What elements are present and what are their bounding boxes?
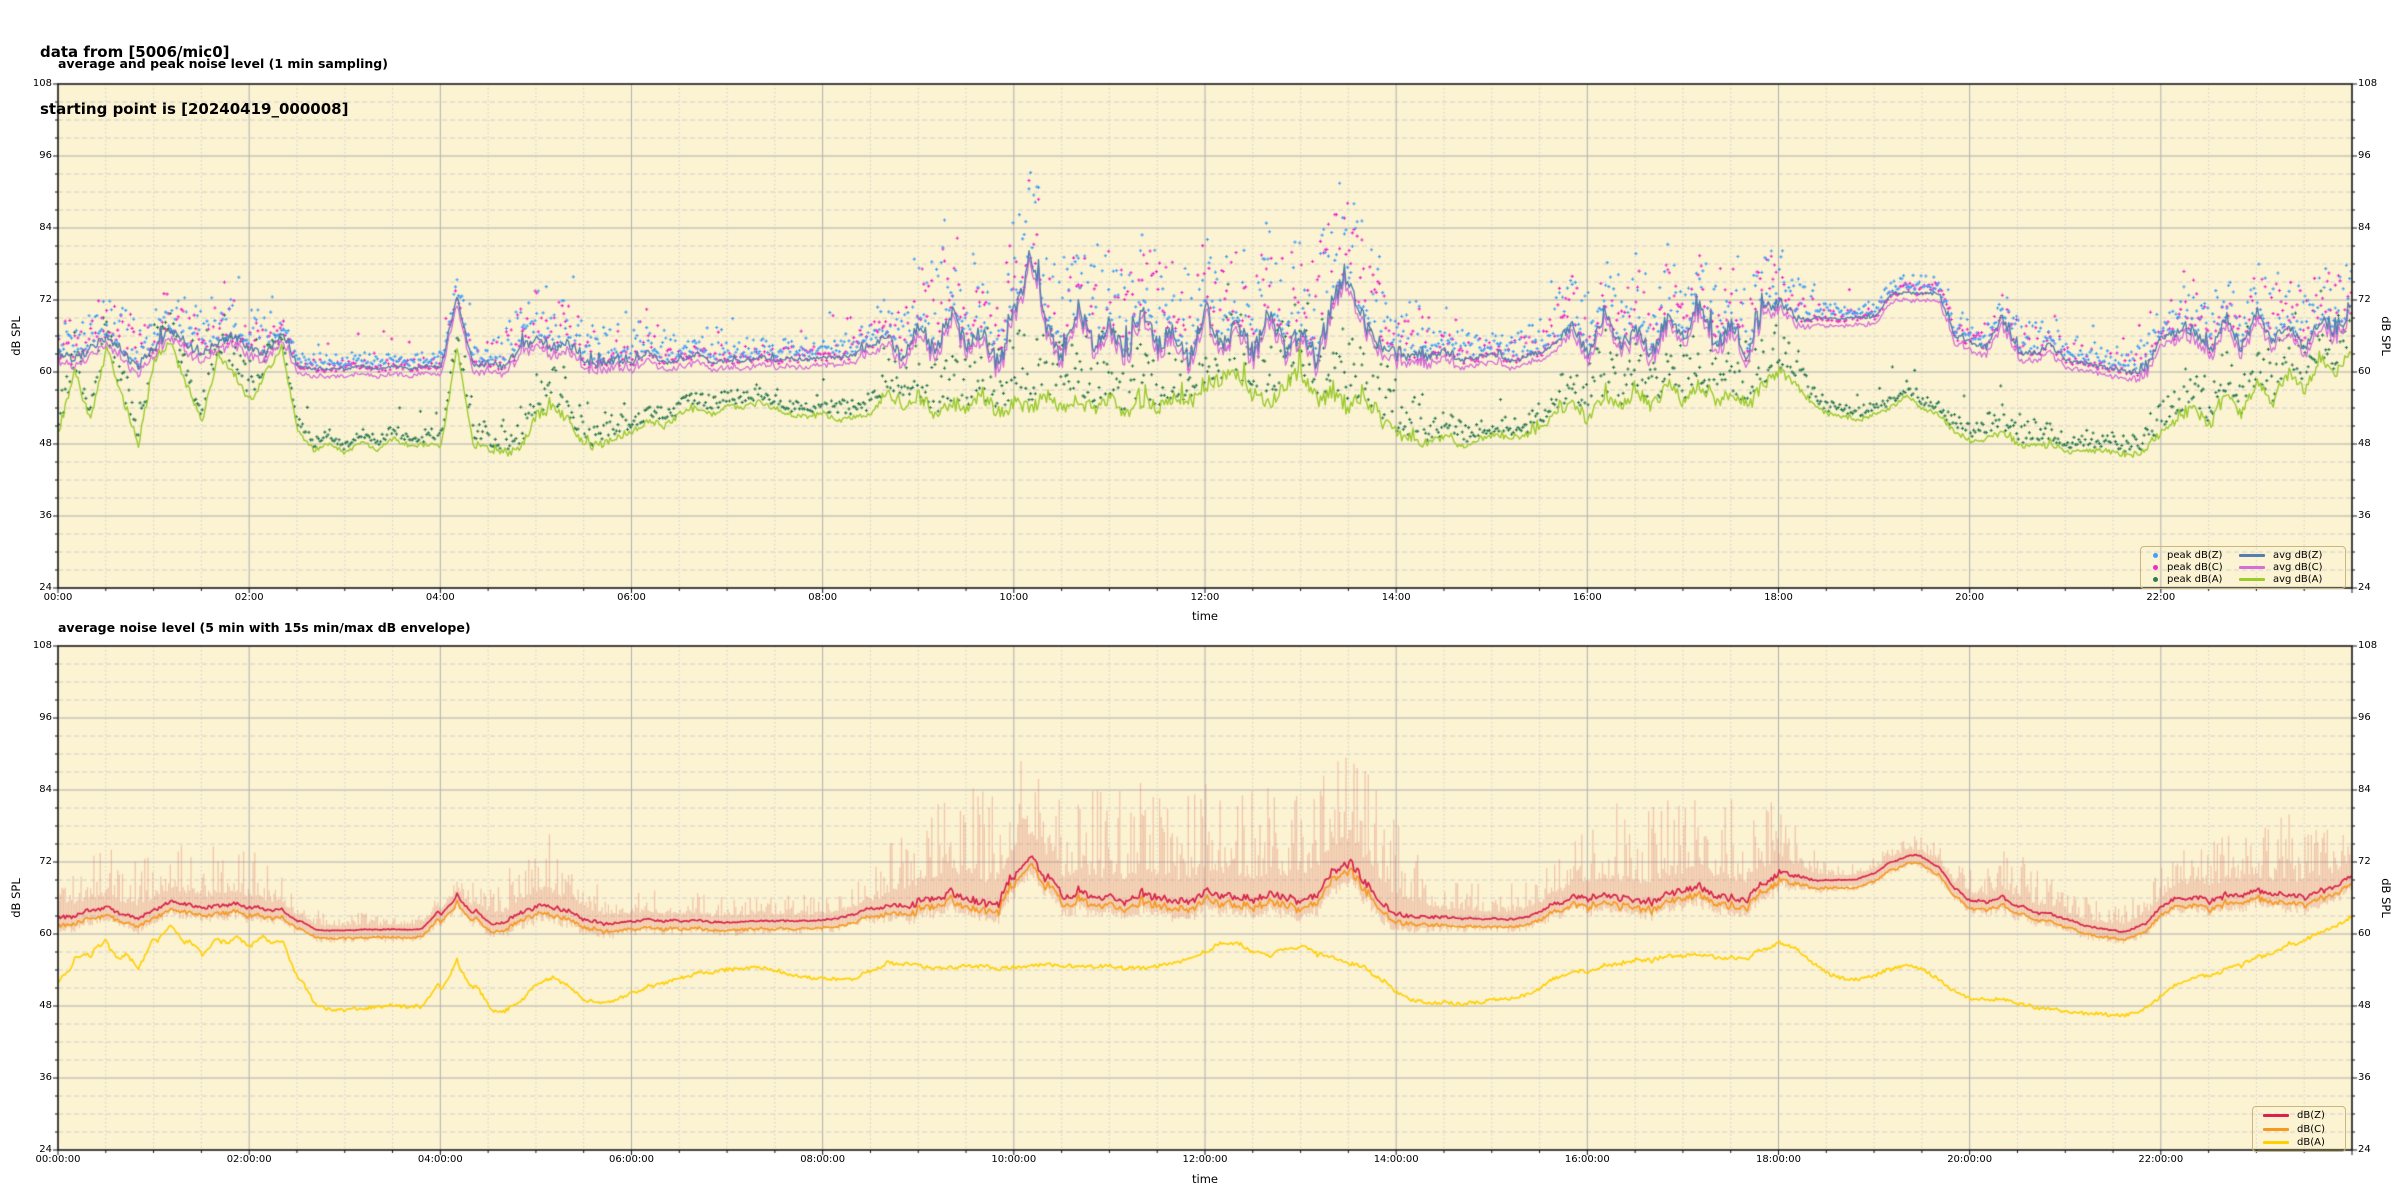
bottom-chart-ylabel-left: dB SPL bbox=[9, 878, 23, 918]
y-tick-label: 96 bbox=[2358, 712, 2371, 723]
x-tick-label: 02:00 bbox=[234, 592, 264, 603]
dbz-line-swatch bbox=[2263, 1114, 2289, 1118]
top-chart-ylabel-left: dB SPL bbox=[9, 316, 23, 356]
x-tick-label: 04:00:00 bbox=[417, 1154, 463, 1165]
legend-row: peak dB(C) avg dB(C) bbox=[2145, 561, 2341, 573]
bottom-chart-legend: dB(Z) dB(C) dB(A) bbox=[2252, 1106, 2346, 1152]
avg-dbc-line-swatch bbox=[2239, 565, 2265, 569]
header-line-start: starting point is [20240419_000008] bbox=[40, 100, 349, 118]
y-tick-label: 108 bbox=[2358, 640, 2378, 651]
peak-dbz-marker-icon bbox=[2153, 552, 2158, 558]
x-tick-label: 12:00 bbox=[1190, 592, 1220, 603]
top-chart-xlabel: time bbox=[1192, 609, 1218, 623]
y-tick-label: 84 bbox=[39, 784, 52, 795]
legend-row: peak dB(A) avg dB(A) bbox=[2145, 574, 2341, 586]
y-tick-label: 72 bbox=[2358, 856, 2371, 867]
legend-item-label: dB(Z) bbox=[2297, 1110, 2325, 1122]
legend-item-label: peak dB(Z) bbox=[2167, 549, 2223, 561]
x-tick-label: 12:00:00 bbox=[1182, 1154, 1228, 1165]
x-tick-label: 06:00:00 bbox=[609, 1154, 654, 1165]
y-tick-label: 84 bbox=[39, 222, 52, 233]
bottom-chart-xlabel: time bbox=[1192, 1172, 1218, 1186]
dba-line-swatch bbox=[2263, 1140, 2289, 1144]
x-tick-label: 08:00 bbox=[808, 592, 838, 603]
x-tick-label: 14:00:00 bbox=[1373, 1154, 1419, 1165]
x-tick-label: 20:00 bbox=[1955, 592, 1985, 603]
x-tick-label: 06:00 bbox=[617, 592, 646, 603]
bottom-chart-ylabel-right: dB SPL bbox=[2379, 878, 2393, 918]
legend-row: dB(A) bbox=[2257, 1136, 2341, 1149]
y-tick-label: 48 bbox=[39, 438, 52, 449]
y-tick-label: 24 bbox=[2358, 582, 2371, 593]
y-tick-label: 96 bbox=[2358, 150, 2371, 161]
x-tick-label: 00:00:00 bbox=[35, 1154, 81, 1165]
y-tick-label: 48 bbox=[39, 1000, 52, 1011]
header-line-source: data from [5006/mic0] bbox=[40, 43, 230, 61]
x-tick-label: 18:00:00 bbox=[1756, 1154, 1801, 1165]
y-tick-label: 60 bbox=[2358, 366, 2371, 377]
y-tick-label: 72 bbox=[39, 294, 52, 305]
y-tick-label: 60 bbox=[39, 366, 52, 377]
x-tick-label: 10:00:00 bbox=[991, 1154, 1037, 1165]
x-tick-label: 22:00 bbox=[2146, 592, 2176, 603]
x-tick-label: 10:00 bbox=[999, 592, 1029, 603]
y-tick-label: 60 bbox=[2358, 928, 2371, 939]
peak-dba-marker-icon bbox=[2153, 577, 2158, 583]
peak-dbc-marker-icon bbox=[2153, 564, 2158, 570]
y-tick-label: 24 bbox=[39, 582, 52, 593]
x-tick-label: 16:00 bbox=[1572, 592, 1602, 603]
x-tick-label: 20:00:00 bbox=[1947, 1154, 1993, 1165]
x-tick-label: 16:00:00 bbox=[1564, 1154, 1610, 1165]
y-tick-label: 24 bbox=[39, 1144, 52, 1155]
y-tick-label: 72 bbox=[2358, 294, 2371, 305]
legend-item-label: avg dB(A) bbox=[2273, 574, 2323, 586]
y-tick-label: 48 bbox=[2358, 438, 2371, 449]
top-chart-legend: peak dB(Z) avg dB(Z) peak dB(C) avg dB(C… bbox=[2140, 546, 2346, 589]
figure-header: data from [5006/mic0] starting point is … bbox=[40, 5, 348, 157]
x-tick-label: 22:00:00 bbox=[2138, 1154, 2184, 1165]
y-tick-label: 108 bbox=[32, 640, 52, 651]
x-tick-label: 00:00 bbox=[43, 592, 73, 603]
y-tick-label: 96 bbox=[39, 712, 52, 723]
legend-item-label: peak dB(C) bbox=[2167, 561, 2223, 573]
y-tick-label: 60 bbox=[39, 928, 52, 939]
x-tick-label: 14:00 bbox=[1381, 592, 1411, 603]
x-tick-label: 02:00:00 bbox=[226, 1154, 272, 1165]
legend-item-label: dB(C) bbox=[2297, 1123, 2325, 1135]
y-tick-label: 96 bbox=[39, 150, 52, 161]
y-tick-label: 36 bbox=[39, 1072, 52, 1083]
legend-row: dB(C) bbox=[2257, 1123, 2341, 1136]
avg-dbz-line-swatch bbox=[2239, 553, 2265, 557]
legend-item-label: avg dB(C) bbox=[2273, 561, 2323, 573]
y-tick-label: 36 bbox=[39, 510, 52, 521]
dbc-line-swatch bbox=[2263, 1127, 2289, 1131]
avg-dba-line-swatch bbox=[2239, 578, 2265, 582]
y-tick-label: 48 bbox=[2358, 1000, 2371, 1011]
top-chart-ylabel-right: dB SPL bbox=[2379, 316, 2393, 356]
y-tick-label: 36 bbox=[2358, 510, 2371, 521]
bottom-chart-title: average noise level (5 min with 15s min/… bbox=[58, 620, 471, 635]
y-tick-label: 108 bbox=[32, 78, 52, 89]
y-tick-label: 84 bbox=[2358, 222, 2371, 233]
legend-row: dB(Z) bbox=[2257, 1109, 2341, 1122]
y-tick-label: 24 bbox=[2358, 1144, 2371, 1155]
legend-item-label: dB(A) bbox=[2297, 1136, 2325, 1148]
y-tick-label: 36 bbox=[2358, 1072, 2371, 1083]
x-tick-label: 18:00 bbox=[1764, 592, 1793, 603]
legend-row: peak dB(Z) avg dB(Z) bbox=[2145, 549, 2341, 561]
y-tick-label: 72 bbox=[39, 856, 52, 867]
x-tick-label: 04:00 bbox=[425, 592, 455, 603]
legend-item-label: peak dB(A) bbox=[2167, 574, 2223, 586]
top-chart-title: average and peak noise level (1 min samp… bbox=[58, 56, 388, 71]
legend-item-label: avg dB(Z) bbox=[2273, 549, 2323, 561]
y-tick-label: 84 bbox=[2358, 784, 2371, 795]
y-tick-label: 108 bbox=[2358, 78, 2378, 89]
x-tick-label: 08:00:00 bbox=[800, 1154, 846, 1165]
